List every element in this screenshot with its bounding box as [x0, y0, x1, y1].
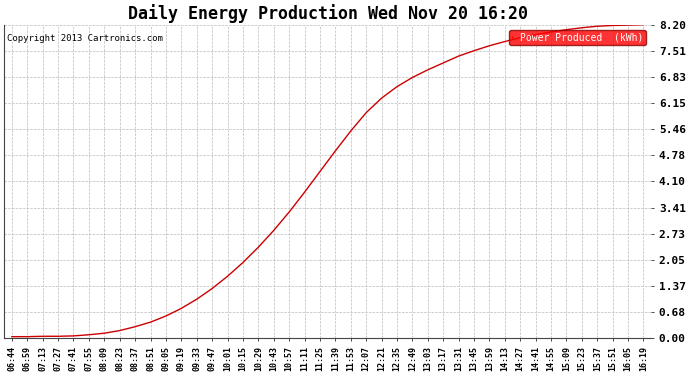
Text: Copyright 2013 Cartronics.com: Copyright 2013 Cartronics.com [8, 34, 164, 43]
Legend: Power Produced  (kWh): Power Produced (kWh) [509, 30, 647, 45]
Title: Daily Energy Production Wed Nov 20 16:20: Daily Energy Production Wed Nov 20 16:20 [128, 4, 528, 23]
